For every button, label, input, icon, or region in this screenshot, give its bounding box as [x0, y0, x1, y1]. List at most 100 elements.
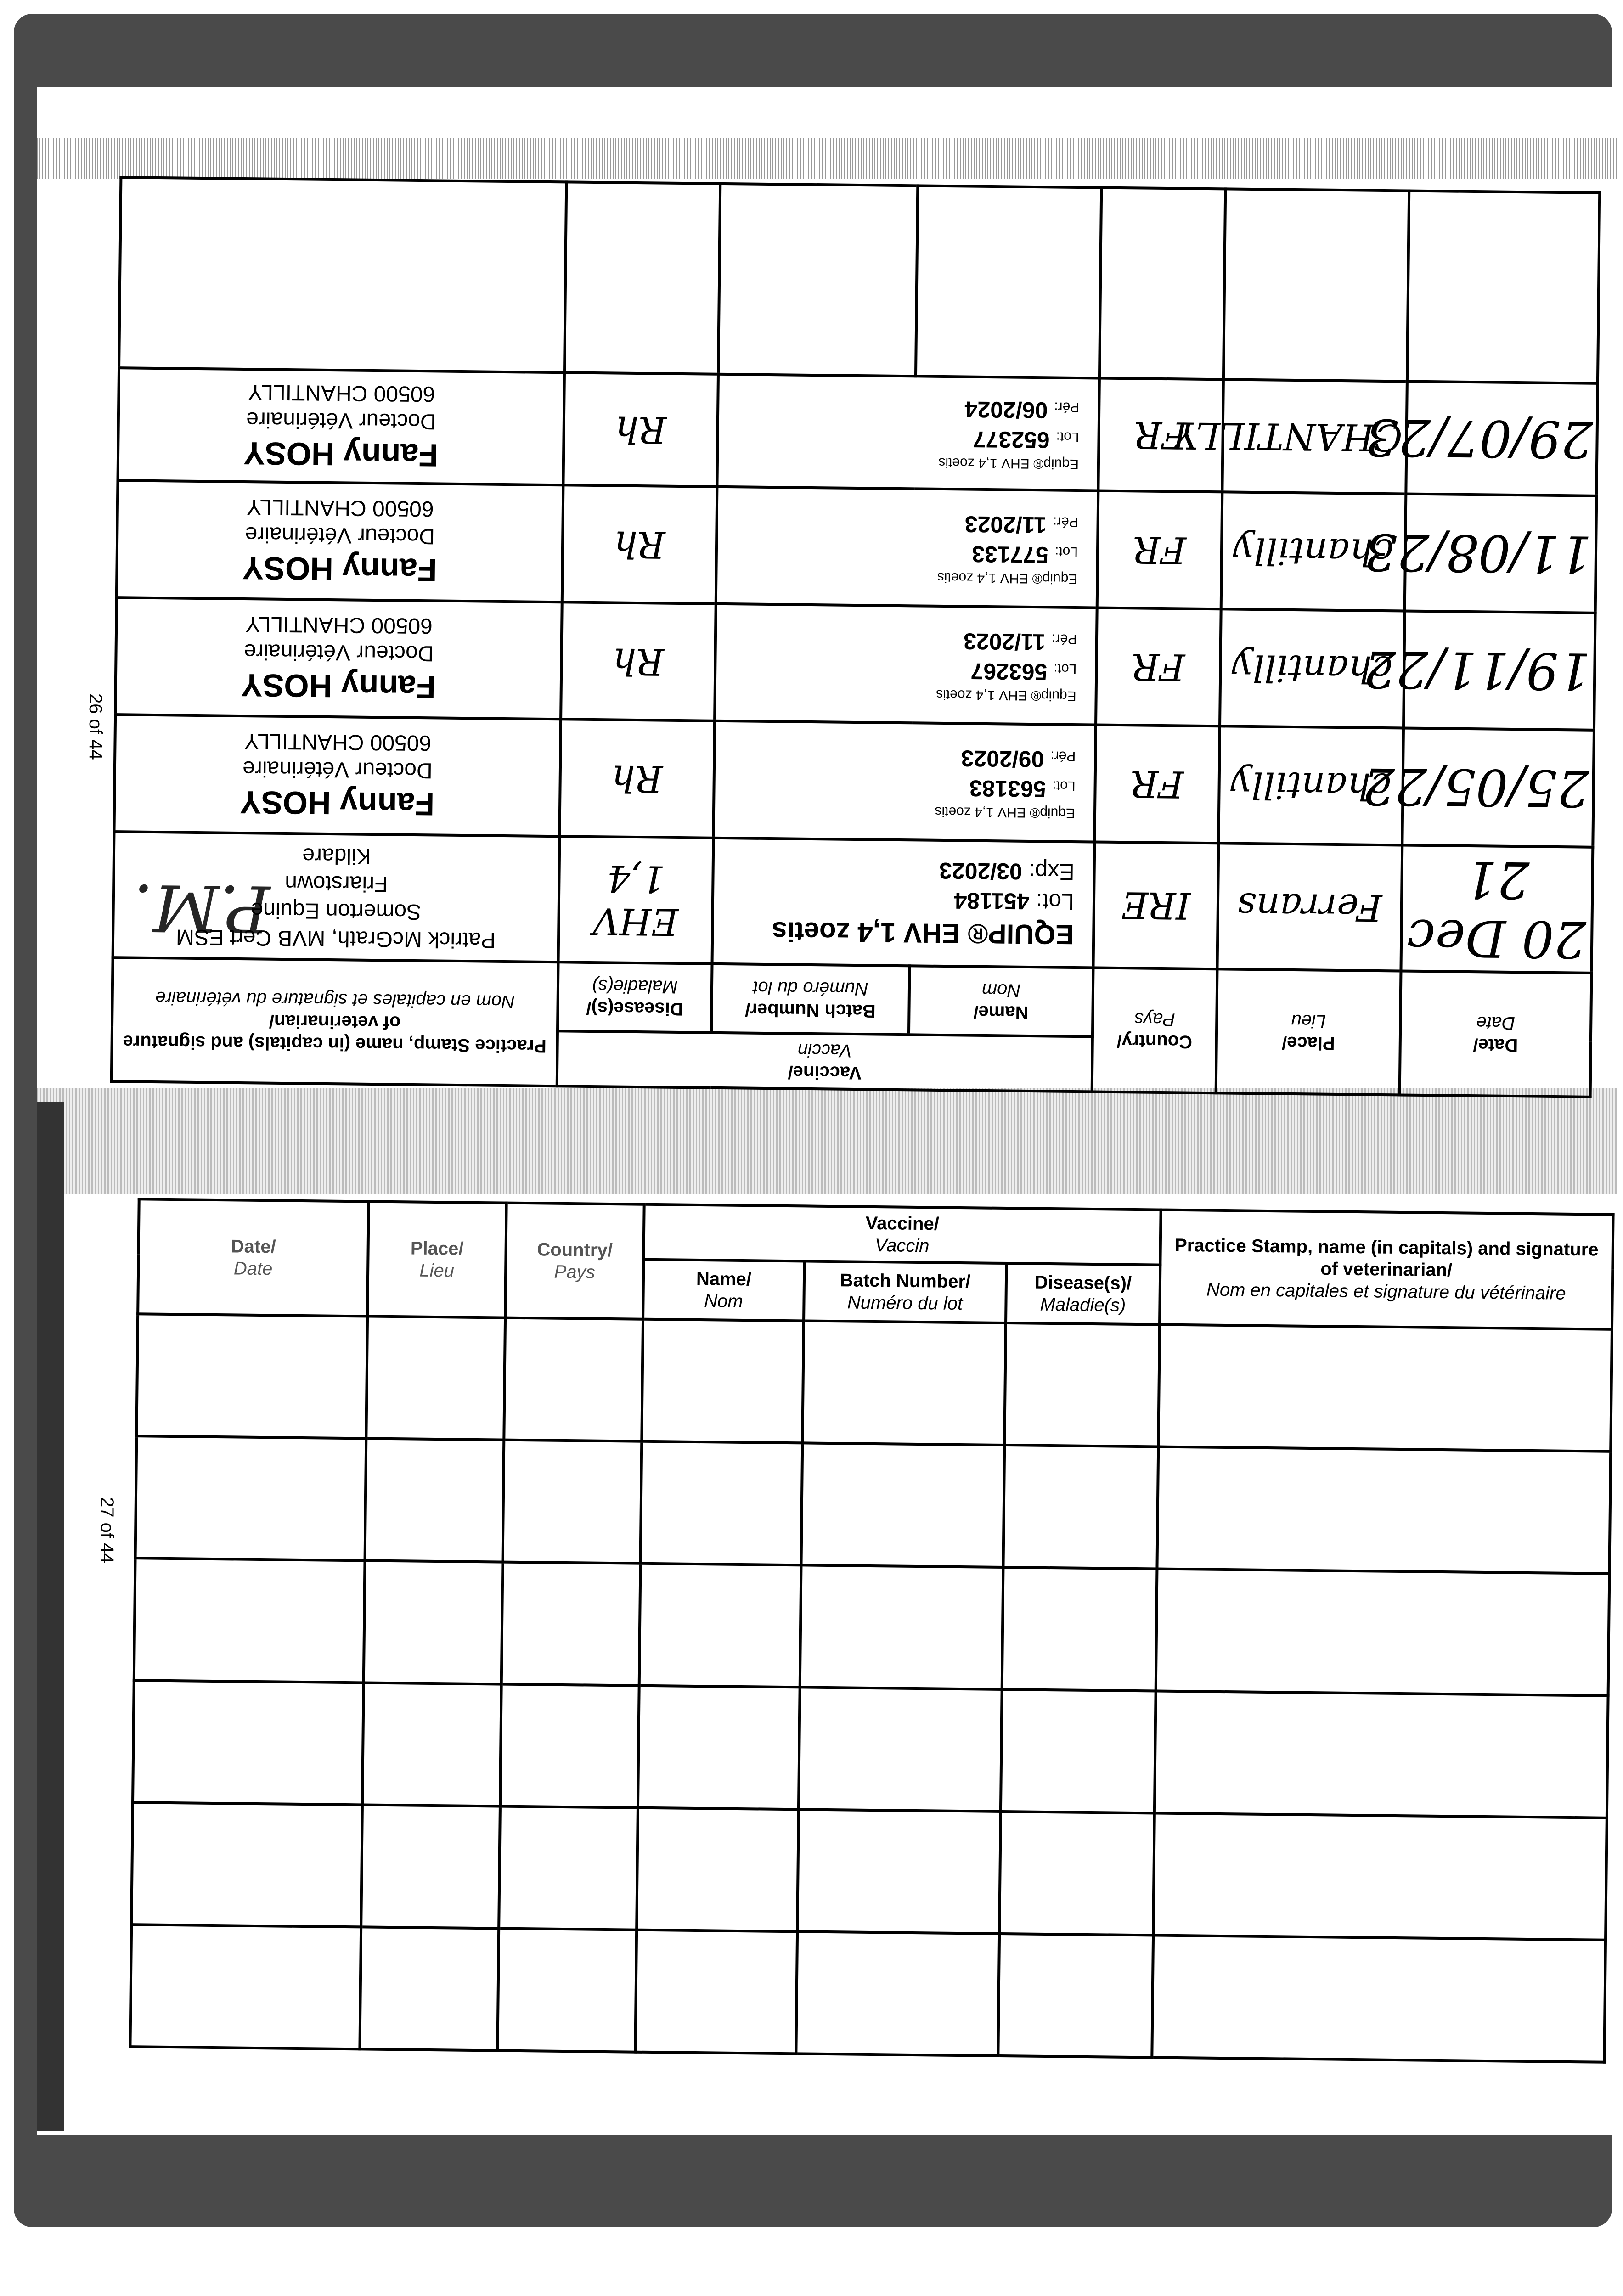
- empty-cell: [132, 1680, 364, 1805]
- header-vaccine: Vaccine/Vaccin: [557, 1031, 1093, 1092]
- vet-stamp: Fanny HOSY Docteur Vétérinaire 60500 CHA…: [116, 480, 564, 602]
- table-row: 19/11/22 chantilly FR Equip® EHV 1,4 zoe…: [115, 597, 1595, 730]
- empty-cell: [1000, 1689, 1156, 1813]
- vaccine-name: EQUIP® EHV 1,4 zoetis: [772, 916, 1074, 951]
- header-vaccine: Vaccine/Vaccin: [643, 1204, 1161, 1265]
- table-row: 25/05/22 chantilly FR Equip® EHV 1,4 zoe…: [114, 715, 1594, 847]
- header-batch: Batch Number/Numéro du lot: [711, 963, 910, 1035]
- empty-cell: [1004, 1323, 1160, 1447]
- empty-cell: [134, 1558, 365, 1683]
- empty-cell: [1153, 1813, 1607, 1940]
- page-fold: [37, 1088, 1617, 1194]
- empty-cell: [504, 1317, 643, 1441]
- empty-cell: [502, 1440, 642, 1564]
- header-country: Country/Pays: [505, 1203, 644, 1319]
- empty-cell: [1002, 1567, 1157, 1691]
- empty-cell: [637, 1685, 800, 1810]
- empty-cell: [800, 1565, 1003, 1689]
- empty-cell: [1157, 1446, 1611, 1574]
- vet-stamp: Fanny HOSY Docteur Vétérinaire 60500 CHA…: [114, 715, 561, 837]
- country-cell: IRE: [1093, 842, 1219, 969]
- empty-cell: [363, 1560, 503, 1684]
- empty-row: [134, 1558, 1610, 1696]
- vaccine-label: Equip® EHV 1,4 zoetis Lot: 577133 Pér: 1…: [716, 486, 1099, 608]
- empty-cell: [639, 1563, 801, 1688]
- header-country: Country/Pays: [1092, 968, 1217, 1093]
- header-place: Place/Lieu: [1216, 969, 1401, 1095]
- empty-cell: [1154, 1691, 1608, 1818]
- empty-cell: [1158, 1324, 1612, 1452]
- date-cell: 20 Dec 21: [1401, 845, 1593, 973]
- empty-cell: [365, 1438, 504, 1562]
- vet-stamp: Patrick McGrath, MVB Cert ESM Somerton E…: [113, 832, 560, 962]
- empty-cell: [642, 1319, 804, 1443]
- empty-cell: [637, 1807, 799, 1932]
- date-cell: 11/08/23: [1364, 494, 1597, 613]
- place-cell: chantilly: [1221, 492, 1406, 611]
- empty-cell: [635, 1930, 798, 2054]
- disease-cell: Rh: [559, 719, 715, 838]
- empty-cell: [361, 1805, 500, 1929]
- empty-cell: [136, 1314, 368, 1439]
- place-cell: Ferrans: [1217, 843, 1403, 971]
- table-row: 29/07/23 CHANTILLY FR Equip® EHV 1,4 zoe…: [118, 368, 1598, 496]
- empty-cell: [501, 1562, 641, 1686]
- page-number-26: 26 of 44: [85, 693, 106, 760]
- empty-row: [132, 1680, 1608, 1818]
- signature: P.M.: [132, 869, 270, 946]
- empty-cell: [1003, 1445, 1159, 1569]
- disease-cell: Rh: [562, 485, 717, 604]
- table-row: 20 Dec 21 Ferrans IRE EQUIP® EHV 1,4 zoe…: [113, 832, 1593, 973]
- vaccine-label: Equip® EHV 1,4 zoetis Lot: 652377 Pér: 0…: [717, 374, 1099, 491]
- empty-row: [135, 1436, 1611, 1574]
- empty-cell: [130, 1925, 361, 2049]
- header-disease: Disease(s)/Maladie(s): [1006, 1263, 1161, 1325]
- header-date: Date/Date: [138, 1199, 369, 1317]
- disease-cell: EHV 1,4: [558, 836, 714, 964]
- disease-cell: Rh: [563, 372, 718, 487]
- empty-cell: [499, 1806, 638, 1930]
- place-cell: chantilly: [1220, 609, 1405, 728]
- empty-row: [131, 1802, 1607, 1940]
- date-cell: 29/07/23: [1366, 381, 1598, 496]
- empty-cell: [135, 1436, 366, 1561]
- date-cell: 19/11/22: [1364, 611, 1595, 730]
- vaccine-label: Equip® EHV 1,4 zoetis Lot: 563183 Pér: 0…: [713, 720, 1096, 842]
- empty-cell: [796, 1931, 1000, 2056]
- country-cell: FR: [1096, 608, 1221, 726]
- country-cell: FR: [1094, 725, 1220, 844]
- table-row: 11/08/23 chantilly FR Equip® EHV 1,4 zoe…: [116, 480, 1597, 613]
- header-name: Name/Nom: [908, 966, 1093, 1037]
- header-disease: Disease(s)/Maladie(s): [557, 962, 712, 1033]
- header-stamp: Practice Stamp, name (in capitals) and s…: [111, 957, 558, 1086]
- empty-cell: [131, 1802, 362, 1927]
- header-stamp: Practice Stamp, name (in capitals) and s…: [1160, 1210, 1613, 1329]
- country-cell: FR: [1097, 490, 1223, 609]
- header-batch: Batch Number/Numéro du lot: [804, 1261, 1007, 1323]
- empty-cell: [362, 1683, 502, 1806]
- empty-row: [136, 1314, 1612, 1452]
- page-edge: [37, 138, 1617, 179]
- empty-cell: [801, 1443, 1005, 1567]
- place-cell: CHANTILLY: [1174, 379, 1407, 494]
- vaccine-label: Equip® EHV 1,4 zoetis Lot: 563267 Pér: 1…: [715, 603, 1097, 725]
- empty-cell: [640, 1441, 803, 1565]
- empty-cell: [798, 1687, 1002, 1812]
- vaccine-label: EQUIP® EHV 1,4 zoetis Lot: 451184 Exp: 0…: [712, 838, 1095, 968]
- page-number-27: 27 of 44: [97, 1497, 117, 1564]
- empty-cell: [497, 1928, 637, 2052]
- vet-stamp: Fanny HOSY Docteur Vétérinaire 60500 CHA…: [115, 597, 562, 720]
- place-cell: chantilly: [1218, 726, 1403, 845]
- empty-cell: [500, 1684, 639, 1808]
- binding-edge: [37, 1102, 64, 2131]
- empty-cell: [797, 1809, 1001, 1934]
- vaccination-table-page-27: Date/Date Place/Lieu Country/Pays Vaccin…: [129, 1198, 1614, 2064]
- header-name: Name/Nom: [643, 1259, 805, 1321]
- vaccination-table-page-26: Date/Date Place/Lieu Country/Pays Vaccin…: [110, 176, 1601, 1098]
- empty-cell: [1152, 1935, 1606, 2062]
- empty-cell: [360, 1927, 499, 2051]
- empty-row: [130, 1925, 1606, 2062]
- empty-cell: [998, 1933, 1154, 2058]
- empty-cell: [366, 1316, 506, 1440]
- header-date: Date/Date: [1399, 971, 1592, 1097]
